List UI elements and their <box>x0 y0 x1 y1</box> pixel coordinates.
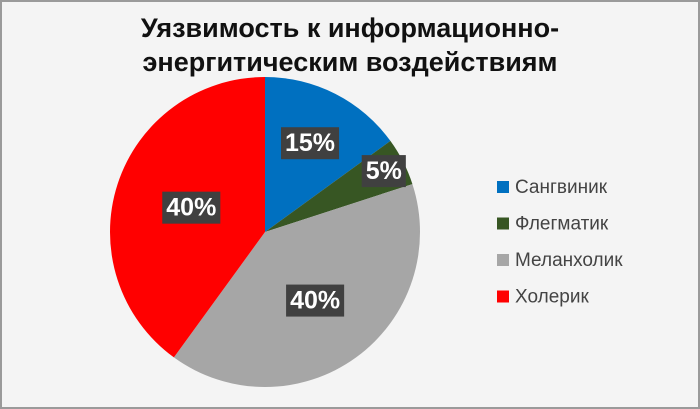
value-label: 5% <box>366 157 402 185</box>
legend-label: Сангвиник <box>515 177 608 198</box>
legend-label: Холерик <box>515 287 589 308</box>
legend-label: Меланхолик <box>515 250 623 271</box>
value-label-box <box>281 127 340 160</box>
legend-swatch <box>497 181 509 193</box>
value-label-box <box>361 155 406 188</box>
value-label: 15% <box>285 129 335 157</box>
legend-swatch <box>497 254 509 266</box>
value-label-box <box>286 284 345 317</box>
legend-swatch <box>497 217 509 230</box>
value-label: 40% <box>166 194 216 222</box>
chart-title: Уязвимость к информационно- <box>141 13 559 43</box>
value-label-box <box>162 191 221 224</box>
legend-label: Флегматик <box>515 214 609 235</box>
value-label: 40% <box>290 287 340 315</box>
chart-title: энергитическим воздействиям <box>142 47 557 77</box>
legend-swatch <box>497 290 509 303</box>
